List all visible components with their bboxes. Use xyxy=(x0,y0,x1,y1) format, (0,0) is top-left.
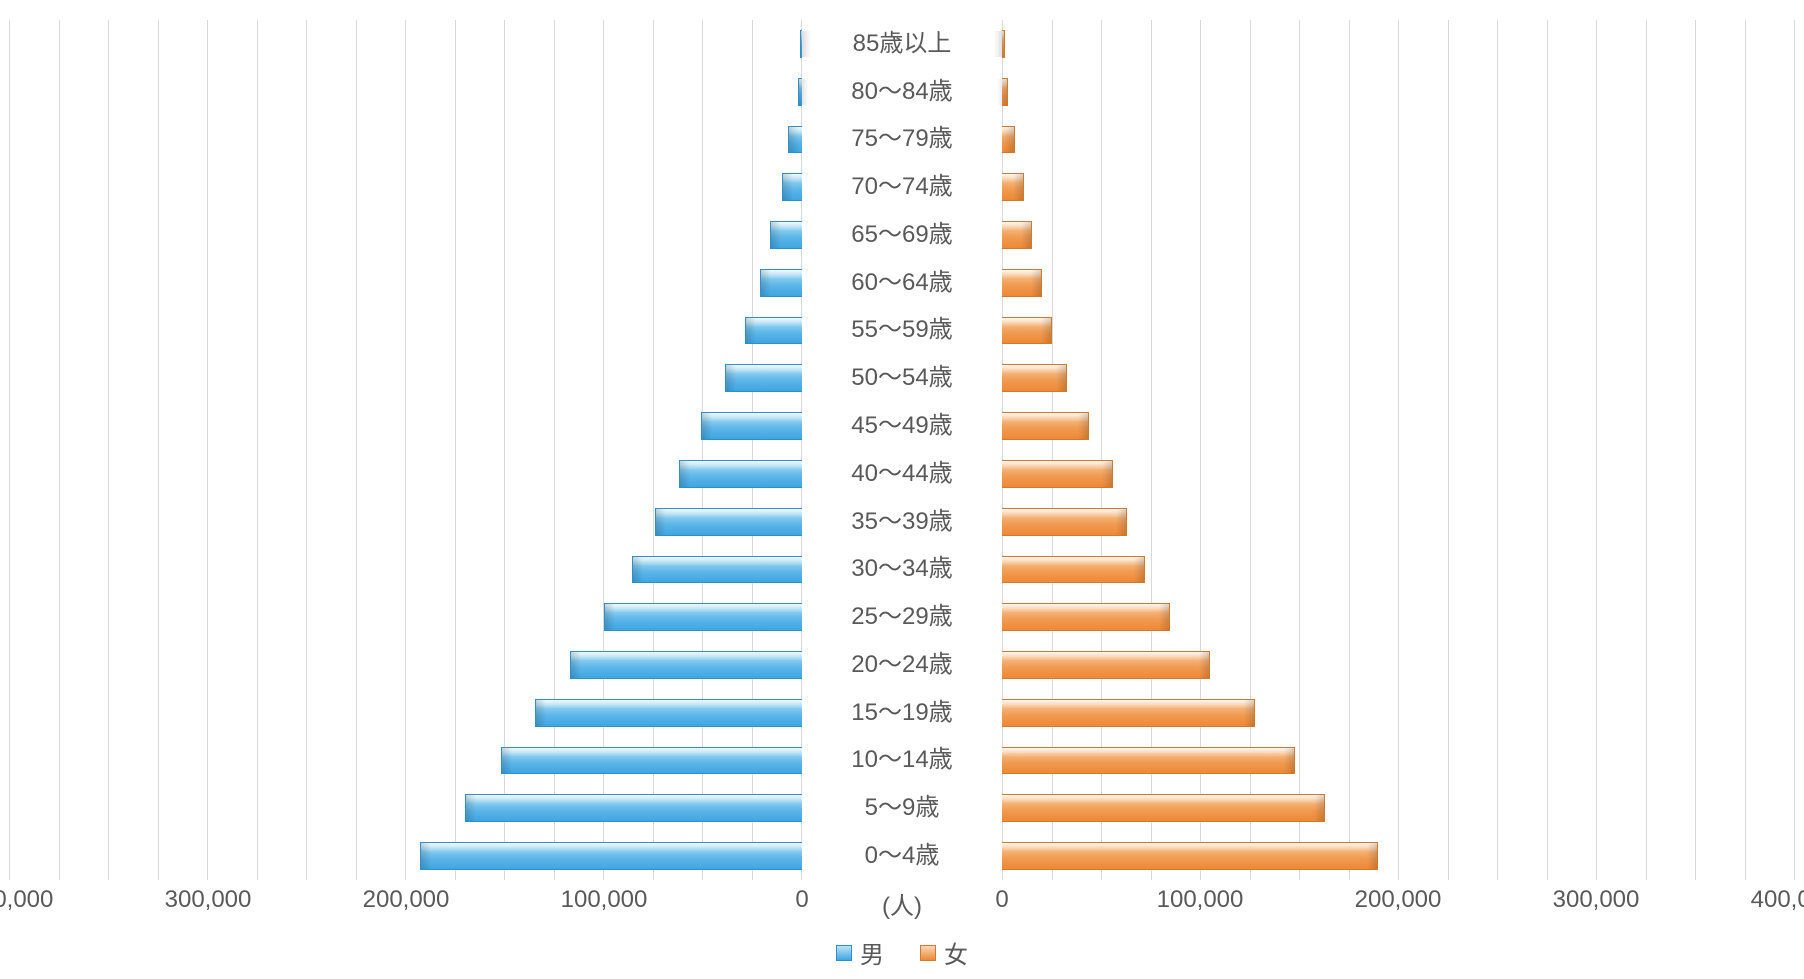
category-label: 30～34歳 xyxy=(802,545,1002,593)
category-label: 60～64歳 xyxy=(802,259,1002,307)
category-label: 70～74歳 xyxy=(802,163,1002,211)
x-tick-label: 100,000 xyxy=(1157,886,1244,914)
x-axis-right: 0100,000200,000300,000400,000 xyxy=(1002,886,1794,916)
category-label: 0～4歳 xyxy=(802,832,1002,880)
legend-item-female: 女 xyxy=(920,935,968,970)
population-pyramid-chart: 85歳以上80～84歳75～79歳70～74歳65～69歳60～64歳55～59… xyxy=(0,0,1804,970)
bar-female xyxy=(1002,173,1024,201)
bar-female xyxy=(1002,126,1015,154)
legend-label-female: 女 xyxy=(944,935,968,970)
category-label: 35～39歳 xyxy=(802,498,1002,546)
bar-female xyxy=(1002,747,1295,775)
bar-female xyxy=(1002,556,1145,584)
category-label: 80～84歳 xyxy=(802,68,1002,116)
legend-label-male: 男 xyxy=(860,935,884,970)
category-axis: 85歳以上80～84歳75～79歳70～74歳65～69歳60～64歳55～59… xyxy=(802,20,1002,880)
bar-male xyxy=(725,364,802,392)
bar-male xyxy=(798,78,802,106)
legend: 男女 xyxy=(10,935,1794,970)
category-label: 45～49歳 xyxy=(802,402,1002,450)
bar-female xyxy=(1002,364,1067,392)
x-tick-label: 400,000 xyxy=(0,886,53,914)
x-tick-label: 100,000 xyxy=(561,886,648,914)
category-label: 25～29歳 xyxy=(802,593,1002,641)
bar-female xyxy=(1002,699,1255,727)
category-label: 5～9歳 xyxy=(802,784,1002,832)
bar-female xyxy=(1002,460,1113,488)
bar-male xyxy=(655,508,802,536)
bar-male xyxy=(420,842,802,870)
x-tick-label: 200,000 xyxy=(363,886,450,914)
bar-female xyxy=(1002,269,1042,297)
x-axis-left: 0100,000200,000300,000400,000 xyxy=(10,886,802,916)
category-label: 20～24歳 xyxy=(802,641,1002,689)
bar-female xyxy=(1002,78,1008,106)
category-label: 15～19歳 xyxy=(802,689,1002,737)
legend-swatch-female xyxy=(920,945,936,961)
x-tick-label: 0 xyxy=(995,886,1008,914)
x-tick-label: 300,000 xyxy=(165,886,252,914)
bar-male xyxy=(770,221,802,249)
bar-male xyxy=(535,699,802,727)
bar-male xyxy=(604,603,802,631)
bar-male xyxy=(760,269,802,297)
bar-female xyxy=(1002,221,1032,249)
bar-female xyxy=(1002,508,1127,536)
female-panel xyxy=(1002,20,1794,880)
bar-female xyxy=(1002,30,1005,58)
x-tick-label: 300,000 xyxy=(1553,886,1640,914)
category-label: 40～44歳 xyxy=(802,450,1002,498)
x-tick-label: 200,000 xyxy=(1355,886,1442,914)
bar-male xyxy=(782,173,802,201)
category-label: 55～59歳 xyxy=(802,307,1002,355)
bar-male xyxy=(745,317,802,345)
bar-male xyxy=(701,412,802,440)
bar-male xyxy=(632,556,802,584)
category-label: 85歳以上 xyxy=(802,20,1002,68)
bar-female xyxy=(1002,317,1052,345)
gridline xyxy=(1794,20,1795,880)
bar-male xyxy=(788,126,802,154)
bar-male xyxy=(465,794,802,822)
category-label: 10～14歳 xyxy=(802,736,1002,784)
bar-female xyxy=(1002,794,1325,822)
bar-male xyxy=(800,30,802,58)
category-label: 50～54歳 xyxy=(802,354,1002,402)
bar-male xyxy=(501,747,802,775)
bar-female xyxy=(1002,842,1378,870)
bar-male xyxy=(570,651,802,679)
bar-male xyxy=(679,460,802,488)
category-label: 75～79歳 xyxy=(802,116,1002,164)
legend-swatch-male xyxy=(836,945,852,961)
category-label: 65～69歳 xyxy=(802,211,1002,259)
x-tick-label: 400,000 xyxy=(1751,886,1804,914)
legend-item-male: 男 xyxy=(836,935,884,970)
bar-female xyxy=(1002,412,1089,440)
x-tick-label: 0 xyxy=(795,886,808,914)
axis-unit-label: (人) xyxy=(802,886,1002,921)
bar-female xyxy=(1002,651,1210,679)
bar-female xyxy=(1002,603,1170,631)
male-panel xyxy=(10,20,802,880)
